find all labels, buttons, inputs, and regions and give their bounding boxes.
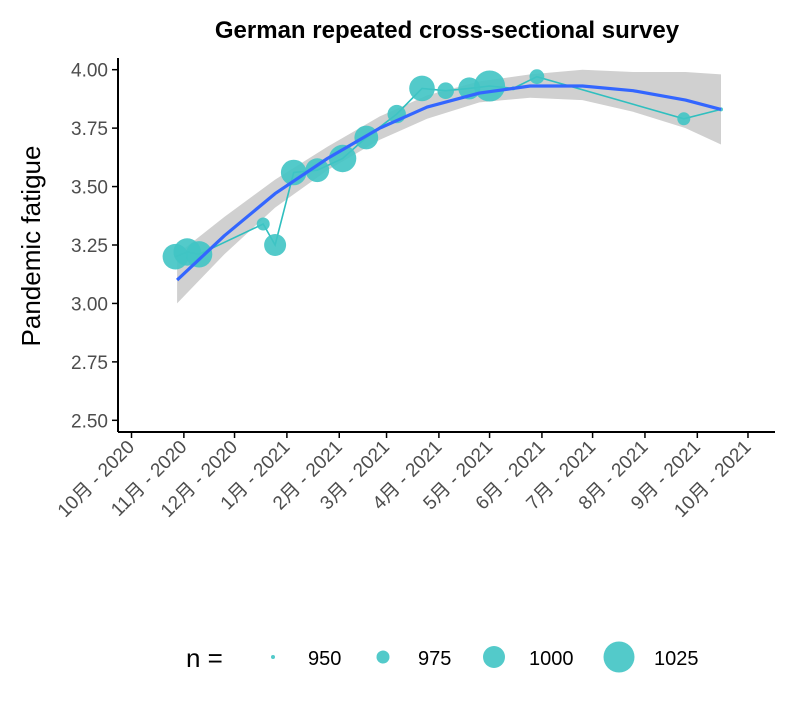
y-axis-ticks: 2.50 2.75 3.00 3.25 3.50 3.75 4.00 (71, 61, 118, 432)
y-tick-label: 4.00 (71, 61, 108, 82)
legend-label: 950 (308, 648, 341, 670)
legend-symbol (483, 646, 505, 668)
legend-label: 1000 (529, 648, 574, 670)
data-point (264, 234, 287, 256)
size-legend: n = 950 975 1000 1025 (186, 641, 699, 673)
data-point (409, 75, 435, 102)
data-point (185, 241, 213, 268)
data-point (437, 82, 455, 99)
data-point (256, 217, 270, 231)
legend-label: 975 (418, 648, 451, 670)
legend-title: n = (186, 643, 223, 673)
y-tick-label: 3.00 (71, 294, 108, 315)
smooth-line-layer (176, 84, 722, 282)
smooth-trend-line (176, 84, 722, 282)
y-tick-label: 3.50 (71, 178, 108, 199)
data-point (474, 70, 506, 102)
confidence-ribbon (177, 69, 722, 304)
y-tick-label: 3.75 (71, 119, 108, 140)
y-axis-label: Pandemic fatigue (16, 146, 46, 347)
y-tick-label: 2.75 (71, 353, 108, 374)
legend-symbol (271, 655, 275, 659)
legend-entries: 950 975 1000 1025 (271, 641, 699, 673)
y-tick-label: 3.25 (71, 236, 108, 257)
data-point (280, 159, 307, 186)
legend-symbol (603, 641, 635, 673)
y-tick-label: 2.50 (71, 411, 108, 432)
confidence-ribbon-layer (177, 69, 722, 304)
legend-symbol (376, 650, 390, 664)
data-point (529, 69, 545, 85)
data-point (305, 158, 330, 183)
chart-title: German repeated cross-sectional survey (215, 17, 680, 44)
legend-label: 1025 (654, 648, 699, 670)
data-point (328, 144, 357, 173)
data-point (677, 112, 691, 126)
